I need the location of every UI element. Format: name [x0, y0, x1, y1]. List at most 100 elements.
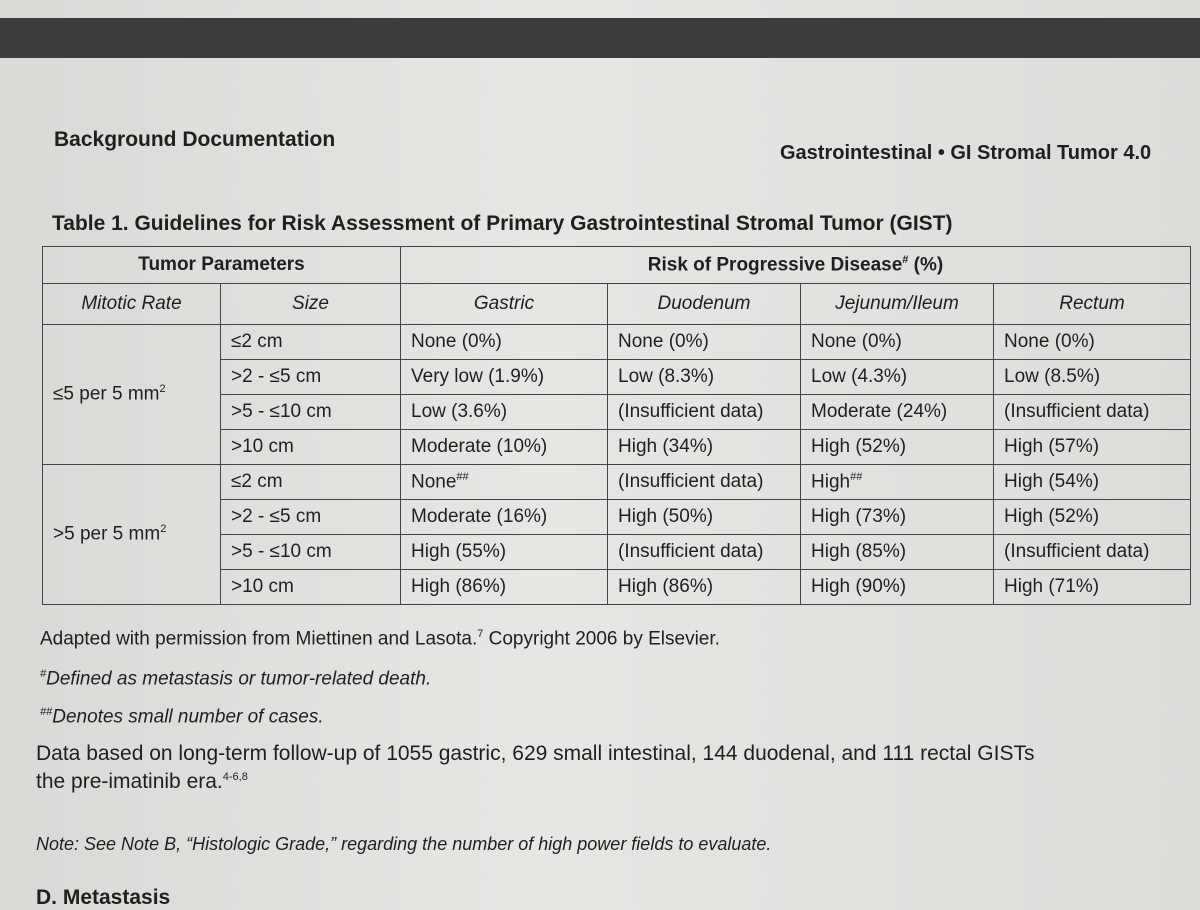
top-bar	[0, 18, 1200, 58]
cell: High##	[800, 464, 994, 500]
column-header: Gastric	[400, 283, 608, 325]
column-header-row: Mitotic Rate Size Gastric Duodenum Jejunum/I…	[42, 283, 1191, 325]
text: >2 - ≤5 cm	[231, 506, 322, 527]
header-right: Gastrointestinal • GI Stromal Tumor 4.0	[780, 142, 1152, 164]
text: High (71%)	[1004, 576, 1100, 597]
superscript: ##	[456, 470, 469, 483]
superscript: #	[902, 253, 909, 266]
text: High (55%)	[411, 541, 507, 562]
table-row: >5 per 5 mm2 ≤2 cm None## (Insufficient dat…	[42, 464, 1191, 605]
cell: (Insufficient data)	[993, 394, 1191, 430]
text: Copyright 2006 by Elsevier.	[483, 628, 720, 650]
cell: Low (8.3%)	[607, 359, 801, 395]
column-header: Duodenum	[607, 283, 801, 325]
header-left: Background Documentation	[54, 128, 336, 151]
cell: ≤2 cm	[220, 324, 401, 360]
cell: >10 cm	[220, 429, 401, 465]
data-line-2: the pre-imatinib era.4-6,8	[36, 770, 248, 794]
footnote-source: Adapted with permission from Miettinen a…	[40, 628, 720, 650]
cell: High (54%)	[993, 464, 1191, 500]
cell: Moderate (24%)	[800, 394, 994, 430]
text: None (0%)	[411, 331, 502, 352]
footnote-1: #Defined as metastasis or tumor-related …	[40, 668, 431, 690]
column-header: Jejunum/Ileum	[800, 283, 994, 325]
text: ≤2 cm	[231, 471, 283, 492]
table-row: >2 - ≤5 cm Very low (1.9%) Low (8.3%) Low (…	[43, 359, 1191, 395]
cell: High (71%)	[993, 569, 1191, 605]
text: High (54%)	[1004, 471, 1100, 492]
table-row: >5 - ≤10 cm Low (3.6%) (Insufficient data)…	[43, 394, 1191, 430]
group-header: Tumor Parameters	[42, 246, 401, 284]
column-header: Size	[220, 283, 401, 325]
footnote-2: ##Denotes small number of cases.	[40, 706, 324, 728]
text: (Insufficient data)	[618, 471, 764, 492]
text: >5 per 5 mm	[53, 523, 161, 545]
text: High (86%)	[618, 576, 714, 597]
cell: High (34%)	[607, 429, 801, 465]
table-row: >10 cm Moderate (10%) High (34%) High (52%)…	[43, 429, 1191, 465]
cell: >5 - ≤10 cm	[220, 534, 401, 570]
cell: None (0%)	[800, 324, 994, 360]
cell: High (73%)	[800, 499, 994, 535]
cell: None (0%)	[400, 324, 608, 360]
text: (%)	[908, 254, 944, 276]
text: High (52%)	[1004, 506, 1100, 527]
cell: High (85%)	[800, 534, 994, 570]
superscript: ##	[850, 470, 863, 483]
cell: Moderate (16%)	[400, 499, 608, 535]
text: Low (8.5%)	[1004, 366, 1101, 387]
text: Low (3.6%)	[411, 401, 508, 422]
cell: High (50%)	[607, 499, 801, 535]
text: >5 - ≤10 cm	[231, 541, 332, 562]
cell: Low (3.6%)	[400, 394, 608, 430]
cell: (Insufficient data)	[607, 534, 801, 570]
text: High	[811, 471, 851, 493]
superscript: 2	[159, 383, 166, 396]
text: (Insufficient data)	[1004, 401, 1150, 422]
cell: High (90%)	[800, 569, 994, 605]
text: >10 cm	[231, 576, 294, 597]
cell: >2 - ≤5 cm	[220, 359, 401, 395]
text: High (90%)	[811, 576, 907, 597]
text: (Insufficient data)	[618, 541, 764, 562]
text: Low (4.3%)	[811, 366, 908, 387]
text: Moderate (10%)	[411, 436, 548, 457]
text: Risk of Progressive Disease	[647, 254, 903, 276]
cell: None (0%)	[993, 324, 1191, 360]
cell: None##	[400, 464, 608, 500]
cell: >2 - ≤5 cm	[220, 499, 401, 535]
cell: Low (8.5%)	[993, 359, 1191, 395]
text: Adapted with permission from Miettinen a…	[40, 628, 478, 650]
group-header-row: Tumor Parameters Risk of Progressive Dise…	[42, 246, 1191, 284]
group-header: Risk of Progressive Disease# (%)	[400, 246, 1191, 284]
cell: (Insufficient data)	[607, 464, 801, 500]
text: Low (8.3%)	[618, 366, 715, 387]
text: High (50%)	[618, 506, 714, 527]
text: High (73%)	[811, 506, 907, 527]
text: ≤2 cm	[231, 331, 283, 352]
cell: Low (4.3%)	[800, 359, 994, 395]
note-b: Note: See Note B, “Histologic Grade,” re…	[36, 834, 772, 854]
risk-table: Tumor Parameters Risk of Progressive Dise…	[42, 246, 1191, 605]
table-row: >10 cm High (86%) High (86%) High (90%) High…	[43, 569, 1191, 605]
text: (Insufficient data)	[618, 401, 764, 422]
text: the pre-imatinib era.	[36, 770, 223, 793]
text: Tumor Parameters	[138, 254, 305, 275]
cell: High (52%)	[800, 429, 994, 465]
text: High (86%)	[411, 576, 507, 597]
cell: (Insufficient data)	[607, 394, 801, 430]
superscript: 4-6,8	[222, 771, 248, 783]
text: >5 - ≤10 cm	[231, 401, 332, 422]
text: >2 - ≤5 cm	[231, 366, 322, 387]
cell: None (0%)	[607, 324, 801, 360]
table-title: Table 1. Guidelines for Risk Assessment …	[52, 212, 953, 235]
text: >10 cm	[231, 436, 294, 457]
cell: High (52%)	[993, 499, 1191, 535]
text: None	[411, 471, 457, 493]
text: Very low (1.9%)	[411, 366, 545, 387]
superscript: 7	[477, 628, 484, 640]
mitotic-rate: >5 per 5 mm2	[42, 464, 221, 605]
table-row: >5 - ≤10 cm High (55%) (Insufficient data)…	[43, 534, 1191, 570]
cell: >10 cm	[220, 569, 401, 605]
